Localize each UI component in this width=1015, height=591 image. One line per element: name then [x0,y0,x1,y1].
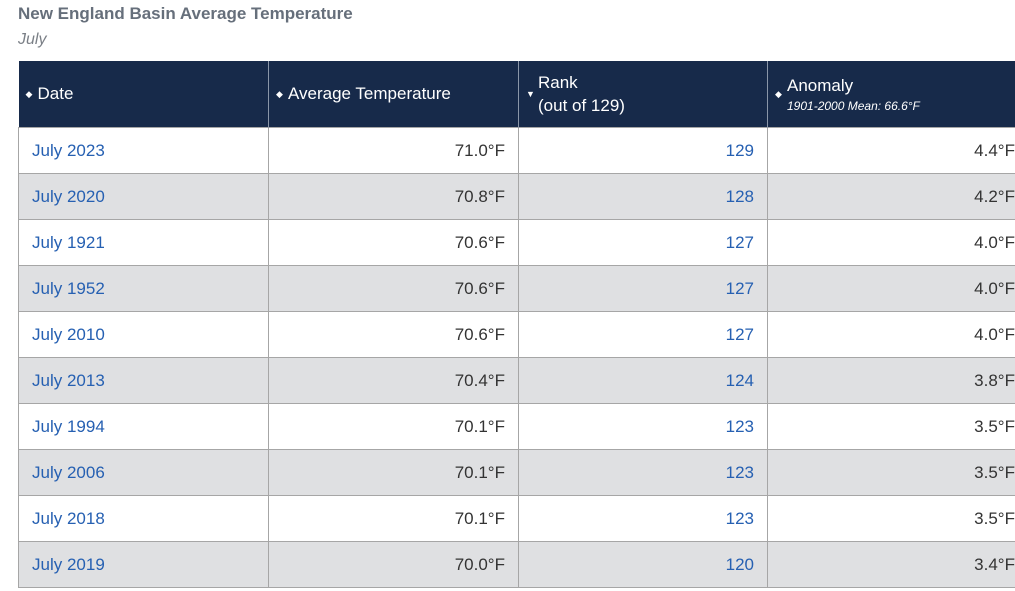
average-temperature-cell: 70.1°F [268,495,519,542]
table-row: July 2006 70.1°F 123 3.5°F [18,449,1015,496]
rank-link[interactable]: 127 [518,311,768,358]
average-temperature-cell: 71.0°F [268,127,519,174]
anomaly-cell: 4.0°F [767,219,1015,266]
average-temperature-cell: 70.1°F [268,449,519,496]
table-row: July 2018 70.1°F 123 3.5°F [18,495,1015,542]
anomaly-baseline-note: 1901-2000 Mean: 66.6°F [787,98,920,113]
date-link[interactable]: July 2019 [18,541,269,588]
table-row: July 1994 70.1°F 123 3.5°F [18,403,1015,450]
average-temperature-cell: 70.6°F [268,311,519,358]
column-header-date[interactable]: ◆ Date [18,61,269,128]
date-link[interactable]: July 1921 [18,219,269,266]
average-temperature-cell: 70.8°F [268,173,519,220]
table-row: July 1952 70.6°F 127 4.0°F [18,265,1015,312]
date-link[interactable]: July 2018 [18,495,269,542]
average-temperature-cell: 70.6°F [268,219,519,266]
rank-link[interactable]: 124 [518,357,768,404]
date-link[interactable]: July 1994 [18,403,269,450]
rank-link[interactable]: 123 [518,495,768,542]
average-temperature-cell: 70.6°F [268,265,519,312]
column-header-anomaly[interactable]: ◆ Anomaly 1901-2000 Mean: 66.6°F [767,61,1015,128]
date-link[interactable]: July 2013 [18,357,269,404]
date-link[interactable]: July 2023 [18,127,269,174]
anomaly-cell: 4.4°F [767,127,1015,174]
unsorted-arrows-icon: ◆ [276,88,283,99]
anomaly-cell: 3.5°F [767,403,1015,450]
anomaly-cell: 3.4°F [767,541,1015,588]
rank-link[interactable]: 127 [518,265,768,312]
column-header-average-temperature[interactable]: ◆ Average Temperature [268,61,519,128]
sort-descending-icon: ▼ [526,89,535,99]
unsorted-arrows-icon: ◆ [25,88,33,99]
anomaly-cell: 4.2°F [767,173,1015,220]
anomaly-cell: 3.5°F [767,449,1015,496]
date-link[interactable]: July 2020 [18,173,269,220]
column-header-date-label: Date [37,84,74,103]
table-row: July 2019 70.0°F 120 3.4°F [18,541,1015,588]
rankings-table: ◆ Date ◆ Average Temperature ▼ Rank (out… [18,61,1015,588]
table-row: July 2013 70.4°F 124 3.8°F [18,357,1015,404]
anomaly-cell: 4.0°F [767,311,1015,358]
date-link[interactable]: July 2006 [18,449,269,496]
anomaly-cell: 3.5°F [767,495,1015,542]
rank-link[interactable]: 123 [518,449,768,496]
table-row: July 1921 70.6°F 127 4.0°F [18,219,1015,266]
rank-link[interactable]: 123 [518,403,768,450]
average-temperature-cell: 70.0°F [268,541,519,588]
rank-link[interactable]: 127 [518,219,768,266]
average-temperature-cell: 70.4°F [268,357,519,404]
column-header-rank-label: Rank [538,73,578,92]
date-link[interactable]: July 2010 [18,311,269,358]
table-row: July 2023 71.0°F 129 4.4°F [18,127,1015,174]
table-header-row: ◆ Date ◆ Average Temperature ▼ Rank (out… [18,61,1015,128]
column-header-rank-sublabel: (out of 129) [538,96,625,115]
table-row: July 2010 70.6°F 127 4.0°F [18,311,1015,358]
column-header-rank[interactable]: ▼ Rank (out of 129) [518,61,768,128]
page-subtitle: July [18,31,47,48]
rank-link[interactable]: 129 [518,127,768,174]
rank-link[interactable]: 120 [518,541,768,588]
page-title: New England Basin Average Temperature [18,4,353,23]
column-header-anomaly-label: Anomaly [787,75,854,95]
unsorted-arrows-icon: ◆ [775,88,782,99]
average-temperature-cell: 70.1°F [268,403,519,450]
anomaly-cell: 4.0°F [767,265,1015,312]
anomaly-cell: 3.8°F [767,357,1015,404]
date-link[interactable]: July 1952 [18,265,269,312]
rank-link[interactable]: 128 [518,173,768,220]
column-header-average-temperature-label: Average Temperature [288,84,451,103]
table-row: July 2020 70.8°F 128 4.2°F [18,173,1015,220]
